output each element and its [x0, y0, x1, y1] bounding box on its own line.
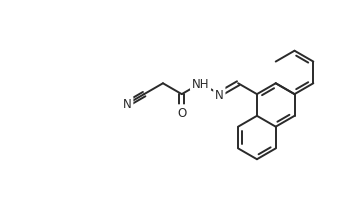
Text: N: N — [123, 98, 132, 111]
Text: N: N — [215, 88, 224, 101]
Text: NH: NH — [192, 77, 209, 90]
Text: O: O — [177, 107, 186, 119]
